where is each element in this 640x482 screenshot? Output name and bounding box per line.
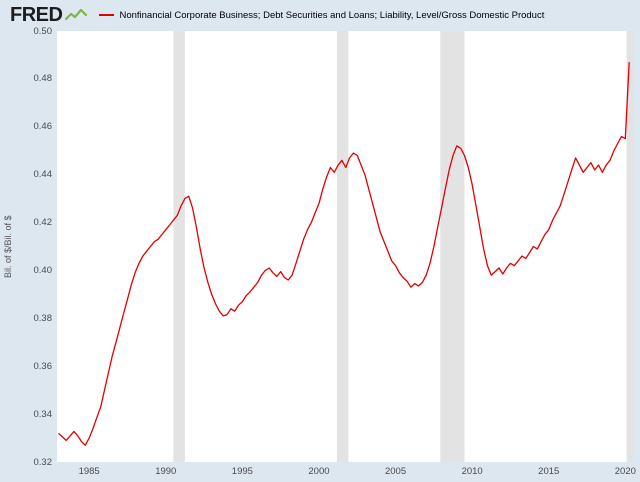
y-tick-label: 0.42 [33,217,53,229]
legend-label[interactable]: Nonfinancial Corporate Business; Debt Se… [119,9,545,21]
chart-header: FRED Nonfinancial Corporate Business; De… [0,0,640,30]
y-tick-label: 0.50 [33,25,53,37]
fred-sparkline-icon [65,8,88,27]
y-tick-label: 0.34 [33,408,53,420]
recession-band [440,31,465,462]
y-tick-label: 0.40 [33,264,53,276]
x-tick-label: 2015 [538,466,560,477]
y-tick-label: 0.48 [33,73,53,85]
recession-band [626,31,633,462]
legend-line-swatch [99,14,115,16]
x-tick-label: 2010 [461,466,483,477]
y-tick-label: 0.46 [33,121,53,133]
x-tick-label: 2005 [384,466,407,477]
plot-svg[interactable] [57,31,633,462]
x-tick-label: 1985 [78,466,100,477]
legend: Nonfinancial Corporate Business; Debt Se… [99,10,544,21]
fred-logo[interactable]: FRED [10,4,63,26]
y-tick-label: 0.32 [33,456,53,468]
recession-band [173,31,185,462]
plot-area[interactable] [57,31,633,462]
x-tick-label: 1990 [155,466,177,477]
y-tick-label: 0.38 [33,312,53,324]
y-axis-title: Bil. of $/Bil. of $ [3,215,13,278]
y-tick-label: 0.44 [33,169,53,181]
y-tick-label: 0.36 [33,360,53,372]
data-line [58,62,630,446]
x-tick-label: 2000 [308,466,330,477]
recession-band [336,31,349,462]
x-tick-label: 1995 [231,466,253,477]
x-tick-label: 2020 [614,466,636,477]
